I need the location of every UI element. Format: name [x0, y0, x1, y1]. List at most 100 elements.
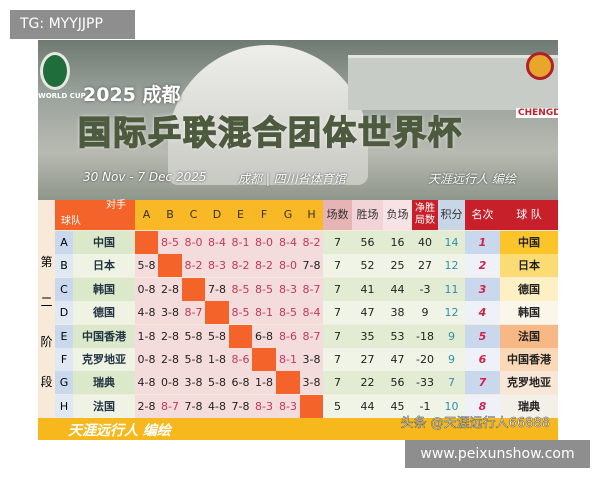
- stat-cell: 47: [383, 348, 412, 371]
- stat-cell: -33: [412, 371, 438, 395]
- team-name: 日本: [73, 254, 135, 278]
- footer-watermark: 头条 @天涯远行人66888: [400, 416, 550, 432]
- dates: 30 Nov - 7 Dec 2025: [83, 170, 207, 184]
- score-cell: 1-8: [205, 348, 229, 371]
- team-letter: F: [55, 348, 73, 371]
- stage-char: 阶: [40, 335, 53, 349]
- diagonal-cell: [205, 301, 229, 325]
- team-name: 法国: [73, 394, 135, 418]
- stage-char: 第: [40, 255, 53, 269]
- standings-table: 第二阶段对手 球队 A B C D E F G H 场数 胜场 负场 净胜局数 积分 名次球 队 A 中国 8-5 8…: [38, 200, 558, 418]
- score-cell: 7-8: [205, 277, 229, 301]
- score-cell: 8-5: [158, 231, 182, 254]
- tg-label: TG: MYYJJPP: [10, 10, 135, 39]
- diagonal-cell: [182, 277, 205, 301]
- diagonal-cell: [158, 254, 182, 278]
- stat-cell: 27: [412, 254, 438, 278]
- rank-team: 瑞典: [500, 394, 558, 418]
- score-cell: 5-8: [135, 254, 158, 278]
- score-cell: 2-8: [158, 348, 182, 371]
- rank-team: 法国: [500, 324, 558, 348]
- score-cell: 7-8: [300, 254, 323, 278]
- score-cell: 1-8: [252, 371, 276, 395]
- score-cell: 1-8: [135, 324, 158, 348]
- score-cell: 4-8: [135, 301, 158, 325]
- score-cell: 8-5: [229, 301, 252, 325]
- rank-team: 中国: [500, 231, 558, 254]
- stat-cell: 12: [438, 301, 465, 325]
- stat-cell: 7: [323, 348, 352, 371]
- score-cell: 8-3: [276, 394, 300, 418]
- team-name: 德国: [73, 301, 135, 325]
- corner-top: 对手: [106, 200, 126, 211]
- stat-cell: 56: [352, 231, 383, 254]
- opponent-header: E: [229, 200, 252, 230]
- rank-team: 中国香港: [500, 348, 558, 371]
- diagonal-cell: [135, 231, 158, 254]
- stat-header: 负场: [383, 200, 412, 230]
- score-cell: 8-2: [229, 254, 252, 278]
- stat-cell: 7: [323, 371, 352, 395]
- score-cell: 5-8: [182, 348, 205, 371]
- score-cell: 3-8: [158, 301, 182, 325]
- score-cell: 8-7: [182, 301, 205, 325]
- opponent-header: B: [158, 200, 182, 230]
- score-cell: 8-7: [300, 324, 323, 348]
- opponent-header: A: [135, 200, 158, 230]
- stat-cell: 5: [323, 394, 352, 418]
- score-cell: 8-7: [300, 277, 323, 301]
- diagonal-cell: [300, 394, 323, 418]
- opponent-header: H: [300, 200, 323, 230]
- author: 天涯远行人 编绘: [428, 172, 516, 186]
- score-cell: 8-1: [276, 348, 300, 371]
- world-cup-logo-text: WORLD CUP: [38, 92, 86, 100]
- score-cell: 8-6: [276, 324, 300, 348]
- stat-cell: 47: [352, 301, 383, 325]
- stat-header: 胜场: [352, 200, 383, 230]
- score-cell: 4-8: [205, 394, 229, 418]
- diagonal-cell: [229, 324, 252, 348]
- standings-poster: WORLD CUP CHENGDU 2025 成都 国际乒联混合团体世界杯 30…: [38, 40, 558, 440]
- chengdu-logo: [526, 52, 554, 80]
- rank-number: 5: [465, 324, 500, 348]
- rank-number: 6: [465, 348, 500, 371]
- score-cell: 5-8: [182, 324, 205, 348]
- score-cell: 7-8: [229, 394, 252, 418]
- score-cell: 8-2: [182, 254, 205, 278]
- team-name: 克罗地亚: [73, 348, 135, 371]
- score-cell: 0-8: [158, 371, 182, 395]
- score-cell: 2-8: [158, 277, 182, 301]
- stat-header: 场数: [323, 200, 352, 230]
- score-cell: 8-4: [300, 301, 323, 325]
- diagonal-cell: [252, 348, 276, 371]
- score-cell: 2-8: [135, 394, 158, 418]
- footer: 天涯远行人 编绘 头条 @天涯远行人66888: [38, 416, 558, 440]
- team-letter: G: [55, 371, 73, 395]
- stat-cell: -18: [412, 324, 438, 348]
- subtitle: 2025 成都: [83, 84, 181, 106]
- score-cell: 2-8: [158, 324, 182, 348]
- score-cell: 6-8: [229, 371, 252, 395]
- footer-credit: 天涯远行人 编绘: [68, 423, 171, 439]
- score-cell: 8-4: [205, 231, 229, 254]
- page-title: 国际乒联混合团体世界杯: [77, 112, 463, 153]
- stat-cell: 11: [438, 277, 465, 301]
- score-cell: 7-8: [182, 394, 205, 418]
- score-cell: 8-5: [252, 277, 276, 301]
- site-watermark: www.peixunshow.com: [405, 440, 590, 468]
- stage-column: [38, 200, 55, 418]
- corner-bottom: 球队: [61, 216, 81, 227]
- team-letter: E: [55, 324, 73, 348]
- score-cell: 8-3: [252, 394, 276, 418]
- score-cell: 8-5: [229, 277, 252, 301]
- score-cell: 6-8: [252, 324, 276, 348]
- score-cell: 8-5: [276, 301, 300, 325]
- rank-number: 7: [465, 371, 500, 395]
- rank-header: 名次: [465, 200, 500, 230]
- team-letter: B: [55, 254, 73, 278]
- score-cell: 0-8: [135, 277, 158, 301]
- banner: WORLD CUP CHENGDU 2025 成都 国际乒联混合团体世界杯 30…: [38, 40, 558, 200]
- stat-cell: 14: [438, 231, 465, 254]
- stat-header: 积分: [438, 200, 465, 230]
- team-name: 韩国: [73, 277, 135, 301]
